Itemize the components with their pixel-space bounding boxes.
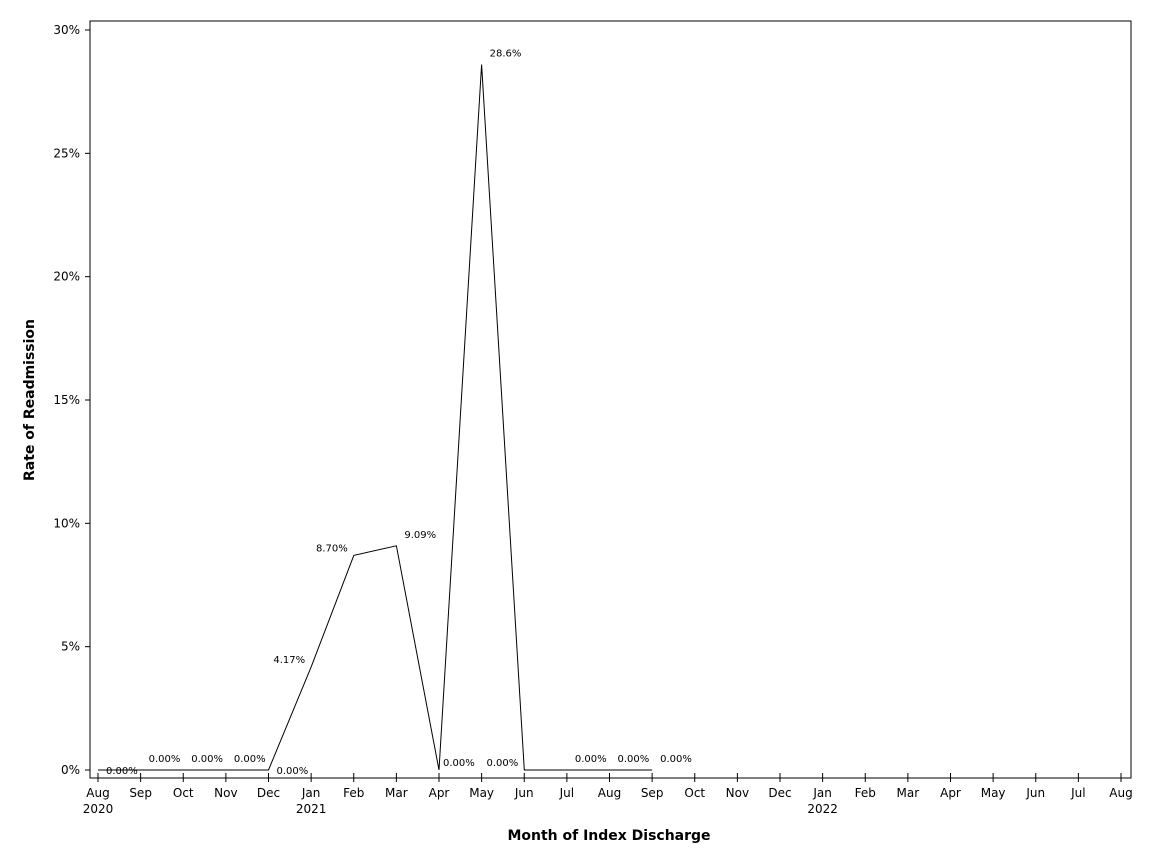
x-tick-label: Nov xyxy=(214,786,237,800)
x-tick-label: Oct xyxy=(173,786,194,800)
x-year-label: 2022 xyxy=(807,802,838,816)
x-tick-label: Apr xyxy=(429,786,450,800)
y-tick-label: 0% xyxy=(61,763,80,777)
data-label: 8.70% xyxy=(316,543,348,554)
y-axis-title: Rate of Readmission xyxy=(22,319,38,481)
data-label: 0.00% xyxy=(277,766,309,777)
data-points xyxy=(97,63,654,771)
x-tick-label: Jul xyxy=(1070,786,1085,800)
x-tick-label: Oct xyxy=(684,786,705,800)
y-tick-label: 5% xyxy=(61,640,80,654)
y-tick-label: 25% xyxy=(53,146,80,160)
x-tick-label: Apr xyxy=(940,786,961,800)
x-tick-label: Mar xyxy=(897,786,920,800)
plot-frame xyxy=(89,20,1132,779)
x-tick-label: Nov xyxy=(726,786,749,800)
readmission-rate-line xyxy=(98,64,653,771)
y-tick-label: 10% xyxy=(53,516,80,530)
x-year-label: 2021 xyxy=(296,802,327,816)
x-tick-label: May xyxy=(469,786,494,800)
data-label: 28.6% xyxy=(490,49,522,60)
x-tick-label: May xyxy=(981,786,1006,800)
y-tick-label: 15% xyxy=(53,393,80,407)
x-tick-label: Sep xyxy=(129,786,152,800)
data-label: 0.00% xyxy=(149,754,181,765)
data-label: 0.00% xyxy=(660,754,692,765)
y-tick-label: 30% xyxy=(53,23,80,37)
x-tick-label: Jan xyxy=(812,786,832,800)
y-tick-label: 20% xyxy=(53,270,80,284)
x-tick-label: Aug xyxy=(86,786,109,800)
x-year-label: 2020 xyxy=(83,802,114,816)
data-label: 0.00% xyxy=(234,754,266,765)
data-label: 0.00% xyxy=(443,758,475,769)
x-axis-title: Month of Index Discharge xyxy=(507,828,710,844)
x-tick-label: Aug xyxy=(598,786,621,800)
x-tick-label: Jun xyxy=(1025,786,1045,800)
data-label: 4.17% xyxy=(273,655,305,666)
x-tick-label: Sep xyxy=(641,786,664,800)
x-tick-label: Feb xyxy=(343,786,364,800)
data-label: 0.00% xyxy=(106,766,138,777)
data-labels: 0.00% 0.00% 0.00% 0.00% 0.00% 4.17% 8.70% 9.09%… xyxy=(106,49,692,777)
data-label: 0.00% xyxy=(486,758,518,769)
x-tick-label: Jun xyxy=(514,786,534,800)
x-tick-label: Mar xyxy=(385,786,408,800)
x-tick-label: Jul xyxy=(559,786,574,800)
x-tick-label: Dec xyxy=(768,786,791,800)
data-label: 0.00% xyxy=(618,754,650,765)
y-axis: 0% 5% 10% 15% 20% 25% 30% xyxy=(53,23,90,777)
x-tick-label: Aug xyxy=(1109,786,1132,800)
data-label: 0.00% xyxy=(575,754,607,765)
x-tick-label: Dec xyxy=(257,786,280,800)
x-tick-label: Jan xyxy=(301,786,321,800)
x-axis: Aug Sep Oct Nov Dec Jan Feb Mar Apr May Jun Jul Aug S… xyxy=(83,773,1133,816)
data-label: 9.09% xyxy=(404,530,436,541)
data-label: 0.00% xyxy=(191,754,223,765)
x-tick-label: Feb xyxy=(855,786,876,800)
